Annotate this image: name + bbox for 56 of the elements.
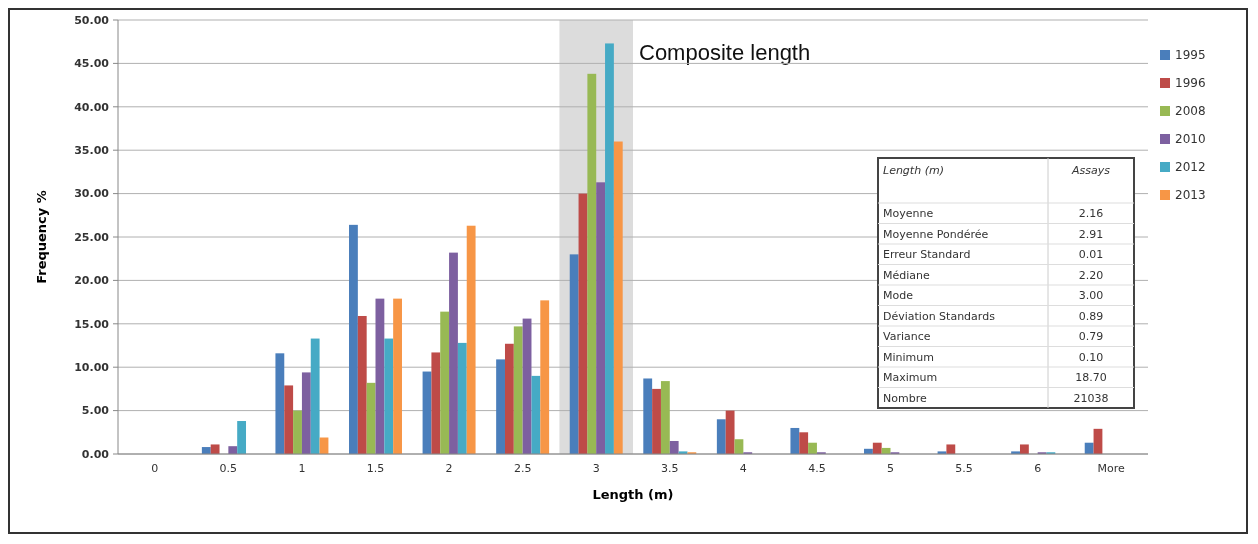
annotation: 0.89 xyxy=(1078,309,1104,323)
x-tick-label: 5.5 xyxy=(955,462,973,475)
x-tick-label: 4.5 xyxy=(808,462,826,475)
annotation: Maximum xyxy=(883,371,938,385)
x-tick-label: 2.5 xyxy=(513,462,532,475)
x-tick-label: More xyxy=(1097,462,1126,475)
y-tick-label: 45.00 xyxy=(74,57,110,71)
annotation: Déviation Standards xyxy=(883,309,996,323)
legend-label: 1996 xyxy=(1175,76,1206,91)
x-tick-label: 6 xyxy=(1034,462,1042,475)
annotation: Variance xyxy=(883,330,931,344)
x-axis-title: Length (m) xyxy=(592,487,674,502)
annotation: Moyenne xyxy=(883,207,934,221)
annotation: Assays xyxy=(1071,164,1111,178)
legend-label: 2010 xyxy=(1175,132,1206,147)
x-tick-label: 5 xyxy=(887,462,894,475)
annotation: Length (m) xyxy=(883,164,944,178)
x-tick-label: 3 xyxy=(592,462,600,475)
y-axis-title: Frequency % xyxy=(34,190,49,284)
annotation: 0.01 xyxy=(1078,248,1104,262)
annotation: Moyenne Pondérée xyxy=(883,227,989,241)
annotation: 21038 xyxy=(1073,391,1109,405)
x-tick-label: 4 xyxy=(739,462,747,475)
x-tick-label: 1.5 xyxy=(366,462,385,475)
legend-label: 2008 xyxy=(1175,104,1206,119)
y-tick-label: 40.00 xyxy=(74,100,110,114)
annotation: Minimum xyxy=(883,350,934,364)
annotation: Erreur Standard xyxy=(883,248,971,262)
y-tick-label: 10.00 xyxy=(74,361,110,375)
x-tick-label: 1 xyxy=(298,462,306,475)
y-tick-label: 25.00 xyxy=(74,230,110,244)
x-tick-label: 3.5 xyxy=(661,462,679,475)
y-tick-label: 20.00 xyxy=(74,274,110,288)
x-tick-label: 0.5 xyxy=(219,462,238,475)
y-tick-label: 35.00 xyxy=(74,144,110,158)
annotation: 2.91 xyxy=(1078,227,1104,241)
y-tick-label: 50.00 xyxy=(74,13,110,27)
legend-label: 1995 xyxy=(1175,48,1206,63)
y-tick-label: 15.00 xyxy=(74,317,110,331)
band-label: Composite length xyxy=(639,40,811,65)
y-tick-label: 30.00 xyxy=(74,187,110,201)
y-tick-label: 0.00 xyxy=(81,447,110,461)
annotation: 3.00 xyxy=(1078,289,1104,303)
x-tick-label: 0 xyxy=(151,462,159,475)
annotation: 2.16 xyxy=(1078,207,1104,221)
legend-label: 2013 xyxy=(1175,188,1206,203)
y-tick-label: 5.00 xyxy=(81,404,110,418)
annotation: Nombre xyxy=(883,391,927,405)
annotation: 0.10 xyxy=(1078,350,1104,364)
annotation: 18.70 xyxy=(1075,371,1107,385)
annotation: 2.20 xyxy=(1078,268,1104,282)
legend-label: 2012 xyxy=(1175,160,1206,175)
annotation: 0.79 xyxy=(1078,330,1104,344)
annotation: Médiane xyxy=(883,268,931,282)
x-tick-label: 2 xyxy=(445,462,453,475)
annotation: Mode xyxy=(883,289,914,303)
